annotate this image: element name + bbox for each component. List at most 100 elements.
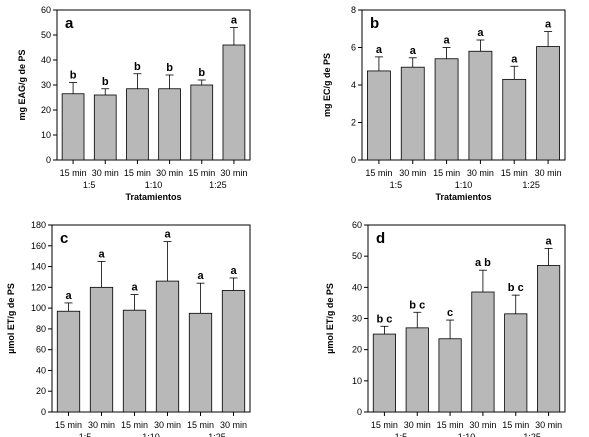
panel-letter: a (65, 15, 74, 32)
bar (400, 66, 425, 161)
bar (222, 44, 246, 161)
plot-frame (367, 224, 566, 413)
x-tick-label: 15 min (187, 420, 214, 430)
significance-label: b (102, 76, 109, 88)
y-tick-label: 30 (41, 80, 51, 90)
group-label: 1:5 (83, 180, 96, 190)
y-tick-label: 0 (46, 155, 51, 165)
y-tick-label: 20 (36, 386, 46, 396)
significance-label: a (376, 44, 383, 56)
bar (405, 327, 429, 413)
y-tick-label: 40 (352, 282, 362, 292)
x-axis-title: Tratamientos (125, 192, 181, 202)
y-tick-label: 60 (36, 345, 46, 355)
y-tick-label: 180 (31, 220, 46, 230)
x-tick-label: 30 min (220, 420, 247, 430)
bar (93, 94, 117, 161)
significance-label: a (65, 290, 72, 302)
significance-label: a b (475, 257, 491, 269)
x-tick-label: 15 min (124, 168, 151, 178)
bar (468, 50, 493, 161)
y-tick-label: 4 (351, 80, 356, 90)
significance-label: b c (409, 299, 425, 311)
significance-label: b (166, 62, 173, 74)
y-tick-label: 80 (36, 324, 46, 334)
significance-label: a (164, 229, 171, 241)
x-tick-label: 15 min (502, 420, 529, 430)
group-label: 1:5 (390, 180, 403, 190)
panel-a: 0 10 20 30 40 50 60 b 15 min b 30 min b 15 min b 30 mi… (17, 5, 251, 202)
significance-label: b (198, 67, 205, 79)
y-tick-label: 60 (41, 5, 51, 15)
x-tick-label: 15 min (433, 168, 460, 178)
group-label: 1:25 (209, 180, 227, 190)
bar (536, 46, 560, 161)
y-tick-label: 60 (352, 220, 362, 230)
significance-label: a (546, 235, 553, 247)
plot-frame (56, 9, 251, 161)
y-tick-label: 0 (41, 407, 46, 417)
x-tick-label: 30 min (92, 168, 119, 178)
significance-label: a (230, 265, 237, 277)
x-tick-label: 30 min (399, 168, 426, 178)
x-tick-label: 30 min (467, 168, 494, 178)
panel-letter: b (370, 15, 379, 32)
bar (367, 70, 391, 161)
y-axis-title: µmol ET/g de PS (6, 283, 16, 354)
significance-label: a (98, 248, 105, 260)
y-axis-title: mg EC/g de PS (322, 53, 332, 117)
x-tick-label: 15 min (371, 420, 398, 430)
x-tick-label: 30 min (469, 420, 496, 430)
significance-label: b c (376, 313, 392, 325)
y-tick-label: 0 (357, 407, 362, 417)
x-tick-label: 15 min (365, 168, 392, 178)
y-tick-label: 50 (41, 30, 51, 40)
y-tick-label: 100 (31, 303, 46, 313)
significance-label: a (131, 282, 138, 294)
group-label: 1:25 (523, 432, 541, 437)
significance-label: a (545, 19, 552, 31)
plot-frame (361, 9, 566, 161)
x-tick-label: 30 min (154, 420, 181, 430)
bar (502, 78, 527, 161)
y-tick-label: 0 (351, 155, 356, 165)
panel-letter: c (60, 230, 68, 247)
bar (221, 290, 246, 413)
y-axis-title: mg EAG/g de PS (17, 49, 27, 120)
bar (438, 338, 462, 413)
group-label: 1:10 (455, 180, 473, 190)
group-label: 1:10 (145, 180, 163, 190)
bar (372, 333, 396, 413)
y-axis-title: µmol ET/g de PS (325, 283, 335, 354)
significance-label: a (444, 35, 451, 47)
bar (122, 309, 147, 413)
y-tick-label: 10 (41, 130, 51, 140)
significance-label: b (134, 61, 141, 73)
significance-label: a (511, 53, 518, 65)
bar (190, 84, 214, 161)
bar (155, 280, 180, 413)
bar (56, 310, 81, 413)
y-tick-label: 30 (352, 314, 362, 324)
x-tick-label: 15 min (55, 420, 82, 430)
bar (89, 286, 114, 413)
group-label: 1:10 (458, 432, 476, 437)
group-label: 1:10 (142, 432, 160, 437)
y-tick-label: 160 (31, 241, 46, 251)
x-tick-label: 15 min (437, 420, 464, 430)
significance-label: a (410, 45, 417, 57)
y-tick-label: 20 (41, 105, 51, 115)
x-tick-label: 15 min (60, 168, 87, 178)
bar (504, 313, 528, 413)
x-tick-label: 15 min (121, 420, 148, 430)
bar (188, 312, 213, 413)
group-label: 1:5 (395, 432, 408, 437)
y-tick-label: 8 (351, 5, 356, 15)
x-tick-label: 30 min (88, 420, 115, 430)
significance-label: b (70, 70, 77, 82)
y-tick-label: 140 (31, 262, 46, 272)
group-label: 1:25 (522, 180, 540, 190)
x-tick-label: 30 min (535, 168, 562, 178)
significance-label: a (197, 270, 204, 282)
